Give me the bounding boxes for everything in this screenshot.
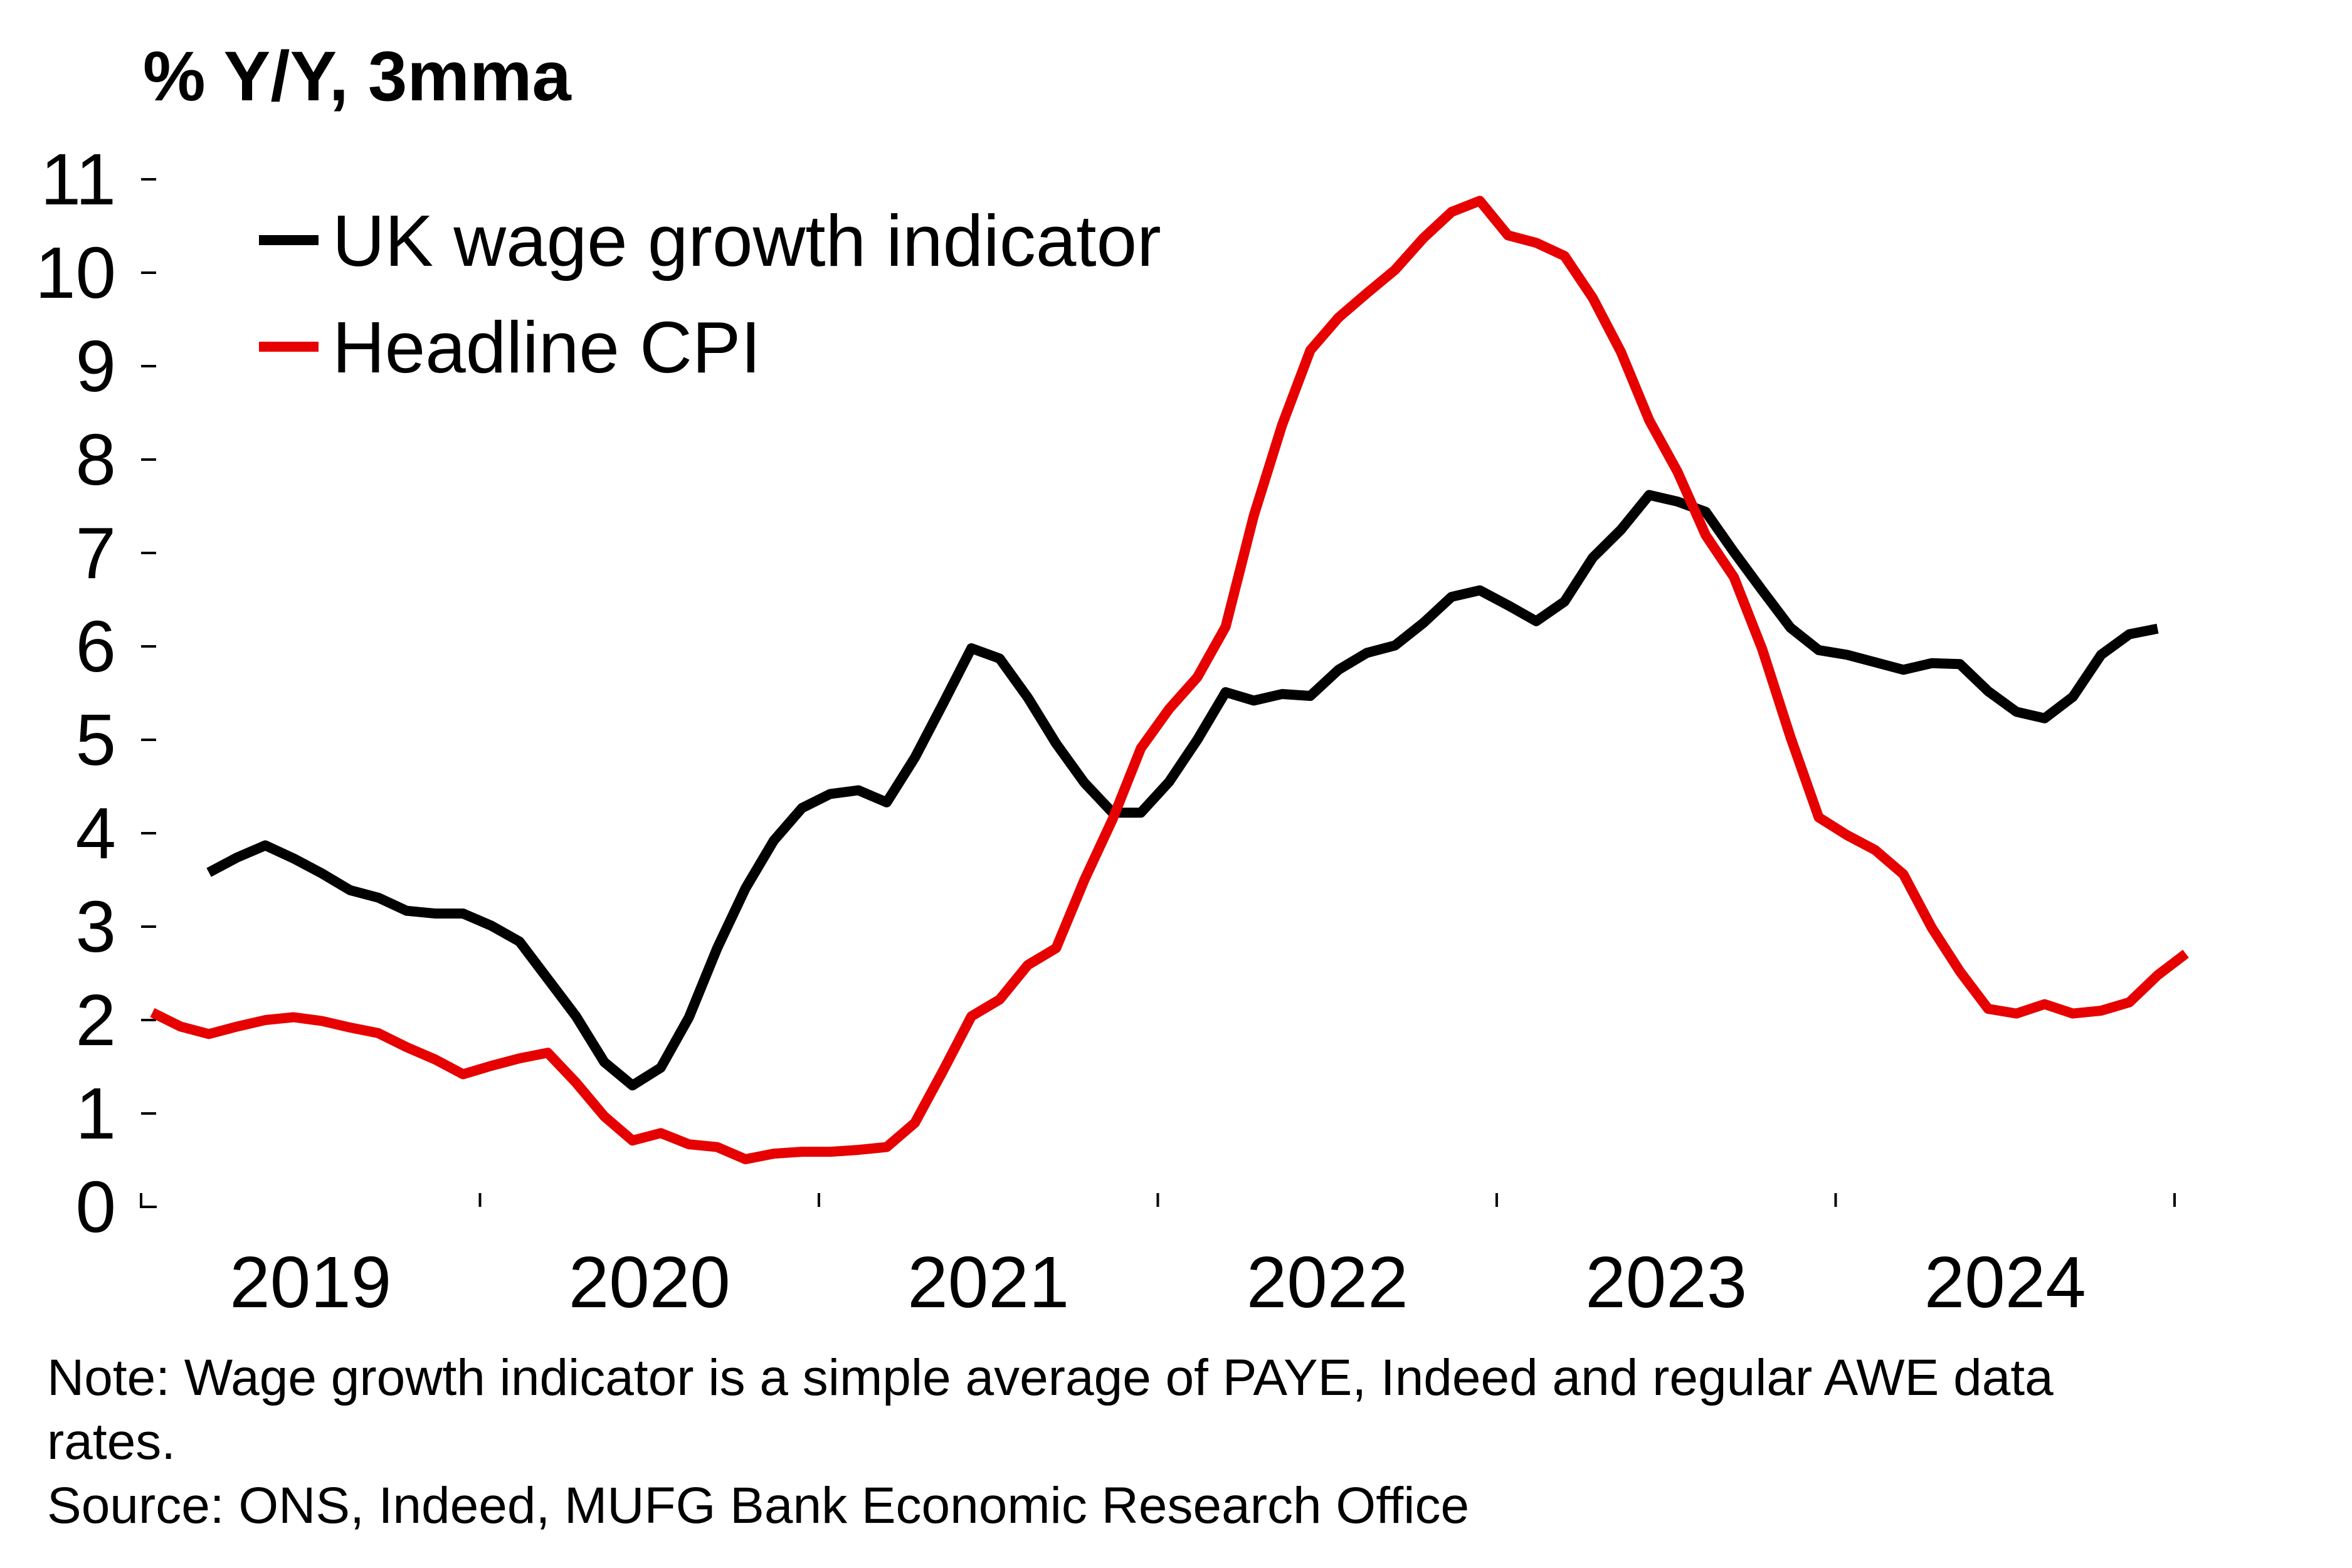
x-tick-label: 2019 [229,1241,391,1323]
series-layer [150,196,2189,1164]
x-axis: 2019 2020 2021 2022 2023 2024 [229,1193,2176,1323]
source-text: Source: ONS, Indeed, MUFG Bank Economic … [47,1477,1470,1534]
note-text-line2: rates. [47,1413,176,1470]
unit-title: % Y/Y, 3mma [143,37,571,115]
y-tick-label: 1 [75,1073,116,1154]
legend-label-wage: UK wage growth indicator [332,200,1161,282]
y-tick-label: 0 [75,1166,116,1248]
y-tick-label: 6 [75,606,116,687]
note-text-line1: Note: Wage growth indicator is a simple … [47,1349,2054,1406]
y-tick-label: 7 [75,512,116,594]
y-tick-label: 4 [75,792,116,874]
y-tick-label: 5 [75,699,116,781]
x-tick-label: 2021 [907,1241,1069,1323]
x-tick-label: 2020 [569,1241,730,1323]
y-tick-label: 11 [41,139,116,220]
y-tick-label: 8 [75,419,116,500]
y-tick-label: 10 [35,232,116,313]
series-line-wage-growth [206,490,2159,1091]
legend-label-cpi: Headline CPI [332,307,761,388]
y-tick-label: 2 [75,979,116,1061]
legend-item-wage: UK wage growth indicator [259,200,1161,282]
series-line-headline-cpi [150,196,2189,1164]
legend: UK wage growth indicator Headline CPI [259,200,1161,388]
legend-item-cpi: Headline CPI [259,307,761,388]
x-tick-label: 2024 [1924,1241,2086,1323]
y-tick-label: 3 [75,886,116,967]
y-axis-origin-tick [140,1193,157,1208]
x-tick-label: 2023 [1585,1241,1747,1323]
y-tick-label: 9 [75,325,116,407]
x-tick-label: 2022 [1247,1241,1408,1323]
y-axis: 0 1 2 3 4 5 6 7 8 9 10 11 [35,139,157,1248]
